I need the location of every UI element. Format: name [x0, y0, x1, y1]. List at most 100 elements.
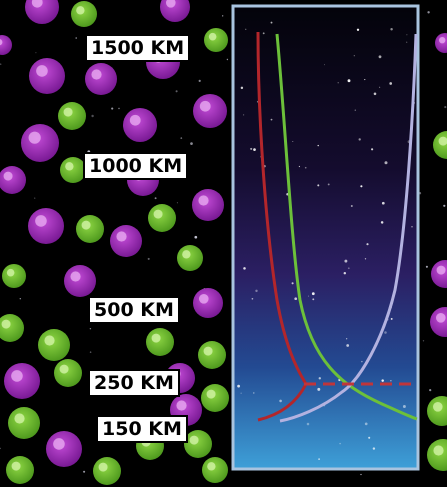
panel-star	[298, 165, 301, 168]
particle-highlight	[436, 265, 446, 275]
green-particle	[93, 457, 121, 485]
panel-star	[262, 32, 265, 35]
star-dot	[422, 340, 425, 342]
star-dot	[222, 15, 224, 17]
star-dot	[427, 11, 430, 14]
green-particle	[201, 384, 229, 412]
particle-highlight	[91, 69, 102, 80]
panel-star	[364, 258, 367, 260]
green-particle	[58, 102, 86, 130]
altitude-panel	[233, 6, 418, 469]
altitude-label-150km: 150 KM	[96, 415, 188, 443]
panel-star	[337, 82, 339, 84]
panel-star	[251, 297, 254, 300]
particle-highlight	[153, 209, 163, 219]
panel-star	[324, 64, 325, 66]
panel-star	[243, 267, 246, 270]
purple-particle	[193, 94, 227, 128]
particle-highlight	[35, 215, 47, 227]
purple-particle	[123, 108, 157, 142]
star-dot	[444, 106, 447, 109]
panel-star	[327, 183, 330, 186]
panel-star	[240, 86, 244, 90]
panel-star	[306, 422, 310, 426]
red-density-curve	[256, 31, 308, 422]
purple-particle	[4, 363, 40, 399]
green-particle	[146, 328, 174, 356]
star-dot	[194, 235, 198, 239]
panel-star	[344, 259, 348, 263]
panel-star	[390, 28, 393, 31]
particle-highlight	[63, 107, 73, 117]
particle-highlight	[182, 250, 191, 259]
panel-star	[378, 55, 382, 59]
particle-highlight	[433, 445, 444, 456]
purple-particle	[29, 58, 65, 94]
star-dot	[34, 197, 36, 199]
panel-star	[353, 55, 355, 57]
panel-star	[291, 282, 294, 285]
particle-highlight	[81, 220, 91, 230]
panel-star	[389, 82, 393, 85]
green-particle	[6, 456, 34, 484]
panel-star	[346, 344, 350, 347]
panel-star	[292, 141, 294, 142]
particle-highlight	[11, 370, 23, 382]
particle-highlight	[176, 400, 187, 411]
lavender-density-curve	[279, 33, 418, 423]
panel-star	[318, 377, 321, 380]
purple-particle	[21, 124, 59, 162]
particle-highlight	[129, 114, 141, 126]
panel-star	[347, 79, 351, 83]
panel-star	[366, 243, 369, 246]
panel-star	[311, 292, 315, 296]
green-particle	[177, 245, 203, 271]
panel-star	[379, 86, 381, 88]
purple-particle	[46, 431, 82, 467]
green-particle	[2, 264, 26, 288]
star-dot	[175, 90, 178, 93]
purple-particle	[0, 166, 26, 194]
panel-star	[381, 201, 385, 205]
panel-star	[380, 221, 384, 224]
panel-star	[317, 184, 320, 187]
panel-star	[358, 138, 361, 141]
purple-particle	[110, 225, 142, 257]
purple-particle	[192, 189, 224, 221]
green-particle	[8, 407, 40, 439]
particle-highlight	[28, 131, 41, 144]
panel-star	[384, 331, 387, 334]
purple-particle	[64, 265, 96, 297]
particle-highlight	[59, 364, 69, 374]
panel-star	[312, 298, 315, 301]
particle-highlight	[206, 389, 216, 399]
star-dot	[35, 52, 37, 54]
panel-star	[346, 338, 348, 340]
particle-highlight	[76, 6, 85, 15]
particle-highlight	[44, 335, 55, 346]
green-particle	[76, 215, 104, 243]
panel-star	[411, 226, 413, 228]
panel-star	[384, 161, 388, 165]
panel-star	[356, 28, 360, 31]
star-dot	[360, 473, 362, 476]
panel-star	[250, 147, 253, 150]
star-dot	[0, 447, 1, 450]
green-particle	[38, 329, 70, 361]
panel-star	[270, 118, 273, 121]
green-particle	[198, 341, 226, 369]
altitude-label-1000km: 1000 KM	[83, 152, 189, 180]
panel-star	[390, 380, 392, 382]
panel-star	[317, 144, 319, 147]
particle-highlight	[199, 294, 209, 304]
star-dot	[111, 107, 114, 110]
particle-highlight	[36, 65, 48, 77]
star-dot	[89, 351, 92, 353]
panel-star	[245, 28, 247, 30]
panel-star	[317, 387, 321, 391]
star-dot	[443, 204, 446, 207]
panel-star	[371, 148, 374, 151]
green-density-curve	[275, 33, 418, 421]
panel-star	[270, 21, 273, 24]
